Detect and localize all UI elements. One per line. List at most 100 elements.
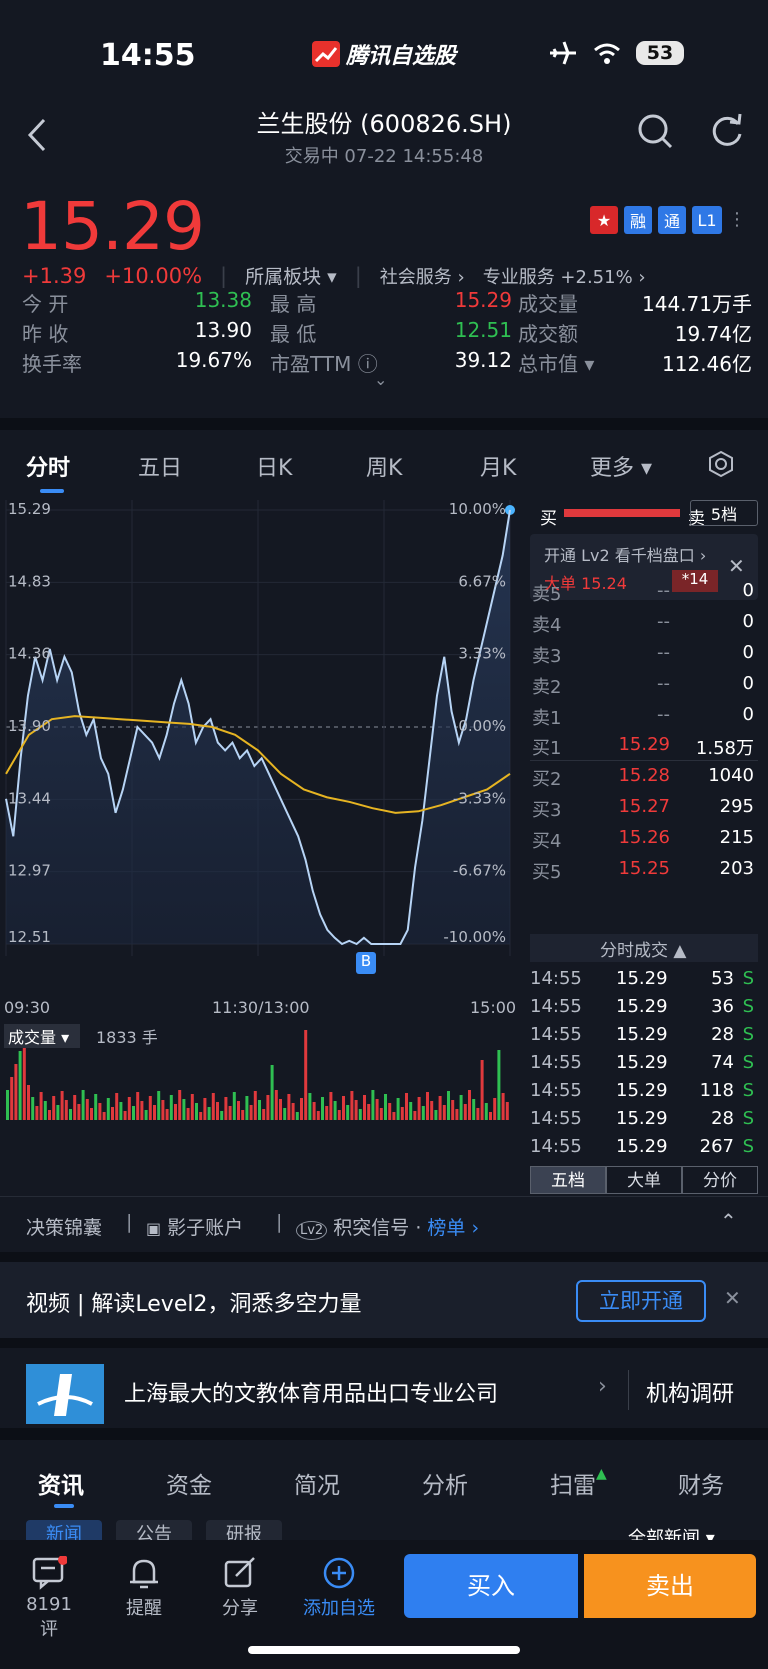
volume-bar: [388, 1103, 392, 1120]
volume-bar: [81, 1090, 85, 1120]
stat-label: 最 低: [270, 322, 317, 346]
sector-dropdown[interactable]: 所属板块 ▾: [245, 266, 337, 288]
volume-bar: [396, 1098, 400, 1120]
flag-tong[interactable]: 通: [658, 206, 686, 234]
ask-price: --: [657, 611, 670, 632]
expand-chevron-icon[interactable]: ⌄: [374, 370, 388, 389]
ask-row: 卖1 -- 0: [530, 704, 760, 734]
subtab-5level[interactable]: 五档: [530, 1166, 606, 1194]
close-icon[interactable]: ✕: [724, 1286, 741, 1310]
trade-time: 14:55: [530, 1080, 582, 1101]
stat-turnover: 19.74亿: [674, 322, 752, 346]
volume-bar: [291, 1103, 295, 1120]
refresh-icon[interactable]: [708, 112, 746, 150]
trade-time: 14:55: [530, 968, 582, 989]
bid-price: 15.25: [618, 858, 670, 879]
volume-bar: [304, 1030, 308, 1120]
volume-bar: [333, 1101, 337, 1120]
volume-bar: [480, 1060, 484, 1120]
stat-pe-label[interactable]: 市盈TTM ⓘ: [270, 352, 378, 376]
volume-bar: [501, 1093, 505, 1120]
volume-bar: [245, 1096, 249, 1120]
volume-dropdown[interactable]: 成交量 ▾: [4, 1024, 80, 1048]
flag-l1[interactable]: L1: [692, 206, 722, 234]
tab-news[interactable]: 资讯: [38, 1473, 84, 1499]
divider: [0, 1338, 768, 1348]
company-row[interactable]: 上海最大的文教体育用品出口专业公司 › 机构调研: [0, 1348, 768, 1438]
remind-button[interactable]: 提醒: [114, 1556, 174, 1620]
volume-bar: [258, 1100, 261, 1120]
tab-finance[interactable]: 财务: [678, 1473, 724, 1499]
volume-bar: [421, 1106, 425, 1120]
level-selector[interactable]: 5档: [690, 500, 758, 526]
tab-weekly-k[interactable]: 周K: [366, 456, 403, 481]
flag-rong[interactable]: 融: [624, 206, 652, 234]
add-watchlist-button[interactable]: 添加自选: [294, 1556, 384, 1620]
trades-header[interactable]: 分时成交 ▲: [530, 934, 758, 962]
tab-profile[interactable]: 简况: [294, 1473, 340, 1499]
volume-bar: [287, 1094, 291, 1120]
price-area: [6, 510, 510, 944]
share-button[interactable]: 分享: [210, 1556, 270, 1620]
tab-monthly-k[interactable]: 月K: [480, 456, 517, 481]
volume-bar: [325, 1106, 329, 1120]
stat-open: 13.38: [194, 288, 252, 312]
volume-bar: [434, 1110, 438, 1120]
more-icon[interactable]: ⋮: [728, 209, 746, 230]
volume-bar: [493, 1098, 497, 1120]
ask-row: 卖3 -- 0: [530, 642, 760, 672]
volume-bar: [228, 1106, 232, 1120]
comment-button[interactable]: 8191评: [18, 1555, 80, 1641]
feature-signal[interactable]: Lv2 积突信号 · 榜单 ›: [296, 1213, 479, 1240]
buy-marker[interactable]: B: [356, 952, 376, 974]
feature-shadow-account[interactable]: ▣ 影子账户: [146, 1217, 244, 1239]
bid-row: 买5 15.25 203: [530, 858, 760, 888]
tab-risk[interactable]: 扫雷▲: [550, 1466, 607, 1499]
intraday-chart[interactable]: 15.29 14.83 14.36 13.90 13.44 12.97 12.51 10.00…: [0, 496, 520, 1196]
nav-header: 兰生股份 (600826.SH) 交易中 07-22 14:55:48: [0, 100, 768, 172]
collapse-icon[interactable]: ⌃: [720, 1209, 737, 1233]
tab-more[interactable]: 更多 ▾: [590, 456, 653, 481]
volume-bar: [119, 1102, 123, 1120]
lv2-promo[interactable]: 开通 Lv2 看千档盘口 › 大单 15.24 *14 ✕: [530, 534, 758, 600]
bid-level: 买1: [532, 738, 562, 759]
volume-bar: [10, 1077, 14, 1120]
subtab-price-dist[interactable]: 分价: [682, 1166, 758, 1194]
trade-volume: 118: [699, 1080, 734, 1101]
sector-link-1[interactable]: 社会服务 ›: [379, 266, 465, 288]
status-icons: 53: [548, 40, 684, 66]
sell-button[interactable]: 卖出: [584, 1554, 756, 1618]
tab-intraday[interactable]: 分时: [26, 456, 71, 481]
tab-daily-k[interactable]: 日K: [256, 456, 293, 481]
stat-label: 成交量: [518, 292, 578, 316]
tab-5day[interactable]: 五日: [138, 456, 183, 481]
trade-volume: 36: [711, 996, 734, 1017]
back-icon[interactable]: [26, 118, 48, 152]
change-value: +1.39: [22, 263, 87, 288]
settings-icon[interactable]: [708, 450, 734, 478]
tab-analysis[interactable]: 分析: [422, 1473, 468, 1499]
stat-turnover-rate: 19.67%: [175, 348, 252, 372]
open-lv2-button[interactable]: 立即开通: [576, 1280, 706, 1322]
subtab-big-order[interactable]: 大单: [606, 1166, 682, 1194]
search-icon[interactable]: [636, 112, 674, 150]
ask-volume: 0: [742, 580, 754, 601]
level2-banner[interactable]: 视频 | 解读Level2，洞悉多空力量 立即开通 ✕: [0, 1262, 768, 1338]
lv2-promo-text[interactable]: 开通 Lv2 看千档盘口 ›: [544, 546, 707, 565]
lv2-icon: Lv2: [296, 1221, 328, 1240]
stat-high: 15.29: [454, 288, 512, 312]
volume-bar: [106, 1098, 110, 1120]
buy-button[interactable]: 买入: [404, 1554, 578, 1618]
volume-bar: [329, 1092, 333, 1120]
close-icon[interactable]: ✕: [728, 554, 745, 578]
quote-panel: 15.29 ★ 融 通 L1 ⋮ +1.39 +10.00% | 所属板块 ▾ …: [0, 172, 768, 418]
feature-decision[interactable]: 决策锦囊: [26, 1217, 103, 1239]
institution-survey[interactable]: 机构调研: [646, 1382, 735, 1407]
stat-mktcap-label[interactable]: 总市值 ▾: [518, 352, 595, 376]
volume-bar: [497, 1050, 501, 1120]
sector-link-2[interactable]: 专业服务 +2.51% ›: [482, 266, 646, 288]
volume-bar: [182, 1099, 186, 1120]
tab-funds[interactable]: 资金: [166, 1473, 212, 1499]
chevron-right-icon[interactable]: ›: [598, 1374, 607, 1399]
volume-bar: [463, 1104, 467, 1120]
